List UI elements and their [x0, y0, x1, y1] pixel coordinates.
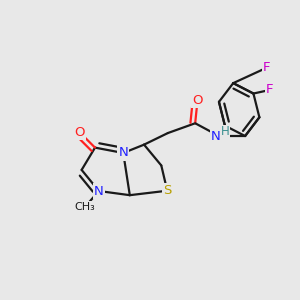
Text: N: N: [118, 146, 128, 160]
Text: S: S: [163, 184, 171, 197]
Text: F: F: [263, 61, 271, 74]
Text: O: O: [74, 126, 85, 139]
Text: O: O: [192, 94, 203, 106]
Text: F: F: [266, 83, 274, 97]
Text: N: N: [94, 184, 104, 197]
Text: CH₃: CH₃: [74, 202, 95, 212]
Text: N: N: [211, 130, 220, 142]
Text: H: H: [221, 125, 230, 138]
